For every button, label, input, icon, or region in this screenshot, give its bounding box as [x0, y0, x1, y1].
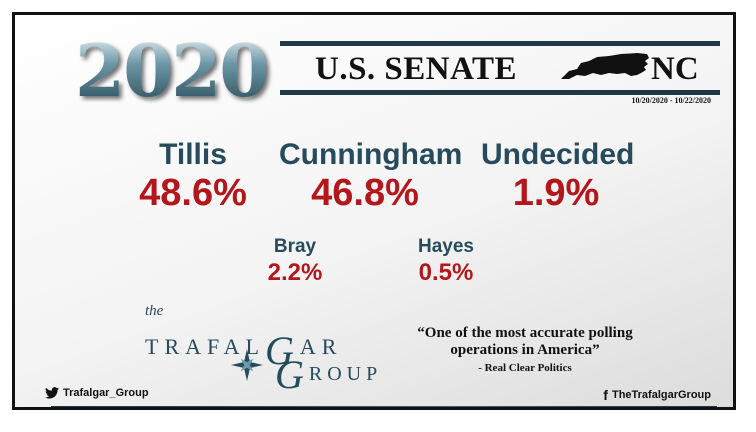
logo-line1-start: TRAFAL	[145, 334, 265, 359]
candidate-percent: 46.8%	[311, 172, 419, 214]
quote-text: “One of the most accurate polling operat…	[417, 325, 633, 358]
footer-band	[51, 406, 717, 407]
candidate-bray: Bray 2.2%	[263, 237, 327, 285]
candidate-name: Hayes	[418, 236, 474, 257]
twitter-bird-icon	[45, 387, 59, 399]
candidate-percent: 1.9%	[512, 172, 600, 214]
candidate-name: Bray	[273, 236, 317, 257]
logo-line1-end: AR	[299, 334, 343, 359]
facebook-handle[interactable]: f TheTrafalgarGroup	[603, 387, 711, 403]
date-range: 10/20/2020 - 10/22/2020	[631, 96, 711, 105]
candidate-percent: 2.2%	[267, 259, 323, 286]
candidate-cunningham: Cunningham 46.8%	[279, 138, 463, 214]
quote-block: “One of the most accurate polling operat…	[415, 325, 635, 374]
twitter-handle-text: Trafalgar_Group	[63, 387, 149, 399]
logo-line2: GROUP	[275, 343, 383, 397]
candidate-name: Cunningham	[279, 138, 463, 171]
poll-card: 2020 U.S. SENATE NC 10/20/2020 - 10/22/2…	[12, 12, 736, 410]
logo-line1: TRAFALGAR	[145, 317, 343, 373]
state-label: NC	[651, 51, 699, 87]
quote-source: - Real Clear Politics	[478, 362, 572, 374]
candidate-hayes: Hayes 0.5%	[411, 237, 481, 285]
north-carolina-map-icon	[561, 53, 649, 79]
facebook-handle-text: TheTrafalgarGroup	[611, 389, 711, 401]
logo-swash-g-1: G	[264, 328, 300, 373]
logo-swash-g-2: G	[275, 352, 309, 397]
candidate-undecided: Undecided 1.9%	[481, 138, 635, 214]
candidate-name: Tillis	[159, 138, 227, 171]
header-band-bottom	[280, 90, 720, 95]
twitter-handle[interactable]: Trafalgar_Group	[45, 387, 149, 399]
candidate-percent: 0.5%	[418, 259, 474, 286]
race-title: U.S. SENATE	[315, 51, 518, 87]
candidate-percent: 48.6%	[139, 172, 247, 214]
trafalgar-group-logo: the TRAFALGAR GROUP	[135, 303, 395, 397]
year-heading: 2020	[75, 28, 269, 113]
compass-star-icon	[231, 349, 263, 381]
facebook-f-icon: f	[603, 387, 608, 403]
logo-the: the	[145, 303, 164, 319]
header-band-top	[280, 41, 720, 46]
candidate-name: Undecided	[481, 138, 635, 171]
logo-line2-end: ROUP	[308, 363, 383, 385]
candidate-tillis: Tillis 48.6%	[133, 138, 253, 214]
